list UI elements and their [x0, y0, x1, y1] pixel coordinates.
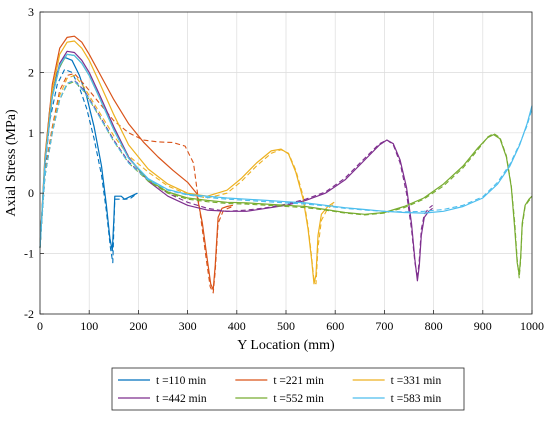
series-3-dashed-line [39, 74, 335, 285]
x-tick-label: 500 [277, 319, 295, 333]
y-tick-label: -1 [24, 247, 34, 261]
y-tick-label: 0 [28, 186, 34, 200]
legend-label: t =442 min [156, 393, 207, 405]
legend-label: t =221 min [273, 375, 324, 387]
legend: t =110 min t =221 min t =331 min t =442 min… [111, 367, 465, 411]
legend-label: t =331 min [391, 375, 442, 387]
series-3-solid-line [39, 40, 335, 285]
x-tick-label: 900 [474, 319, 492, 333]
series-lines [39, 35, 533, 294]
legend-label: t =583 min [391, 393, 442, 405]
y-axis-title: Axial Stress (MPa) [4, 109, 19, 217]
x-tick-label: 600 [326, 319, 344, 333]
series-1-dashed-line [39, 68, 138, 264]
legend-item: t =221 min [235, 375, 324, 387]
series-2-solid-line [39, 35, 234, 291]
legend-label: t =552 min [273, 393, 324, 405]
series-6 [39, 53, 533, 248]
x-tick-label: 0 [37, 319, 43, 333]
x-tick-label: 700 [375, 319, 393, 333]
x-tick-label: 200 [129, 319, 147, 333]
y-tick-label: -2 [24, 307, 34, 321]
legend-item: t =552 min [235, 393, 324, 405]
x-tick-label: 100 [80, 319, 98, 333]
series-4-solid-line [39, 50, 433, 282]
legend-item: t =442 min [118, 393, 207, 405]
legend-item: t =583 min [352, 393, 442, 405]
y-tick-label: 1 [28, 126, 34, 140]
series-6-solid-line [39, 53, 533, 248]
legend-item: t =331 min [352, 375, 442, 387]
legend-item: t =110 min [118, 375, 206, 387]
y-tick-label: 2 [28, 65, 34, 79]
legend-box [111, 367, 465, 411]
x-tick-label: 300 [179, 319, 197, 333]
series-2 [39, 35, 234, 294]
series-4-dashed-line [39, 79, 433, 279]
x-tick-label: 800 [425, 319, 443, 333]
series-6-dashed-line [39, 80, 533, 248]
series-3 [39, 40, 335, 285]
legend-label: t =110 min [156, 375, 206, 387]
x-tick-label: 1000 [520, 319, 544, 333]
series-2-dashed-line [39, 73, 234, 294]
x-tick-label: 400 [228, 319, 246, 333]
axis-ticks: 0 100 200 300 400 500 600 700 800 900 1000 -2 -1 0 1 2 3 [24, 5, 544, 333]
y-tick-label: 3 [28, 5, 34, 19]
x-axis-title: Y Location (mm) [237, 338, 335, 353]
series-4 [39, 50, 433, 282]
